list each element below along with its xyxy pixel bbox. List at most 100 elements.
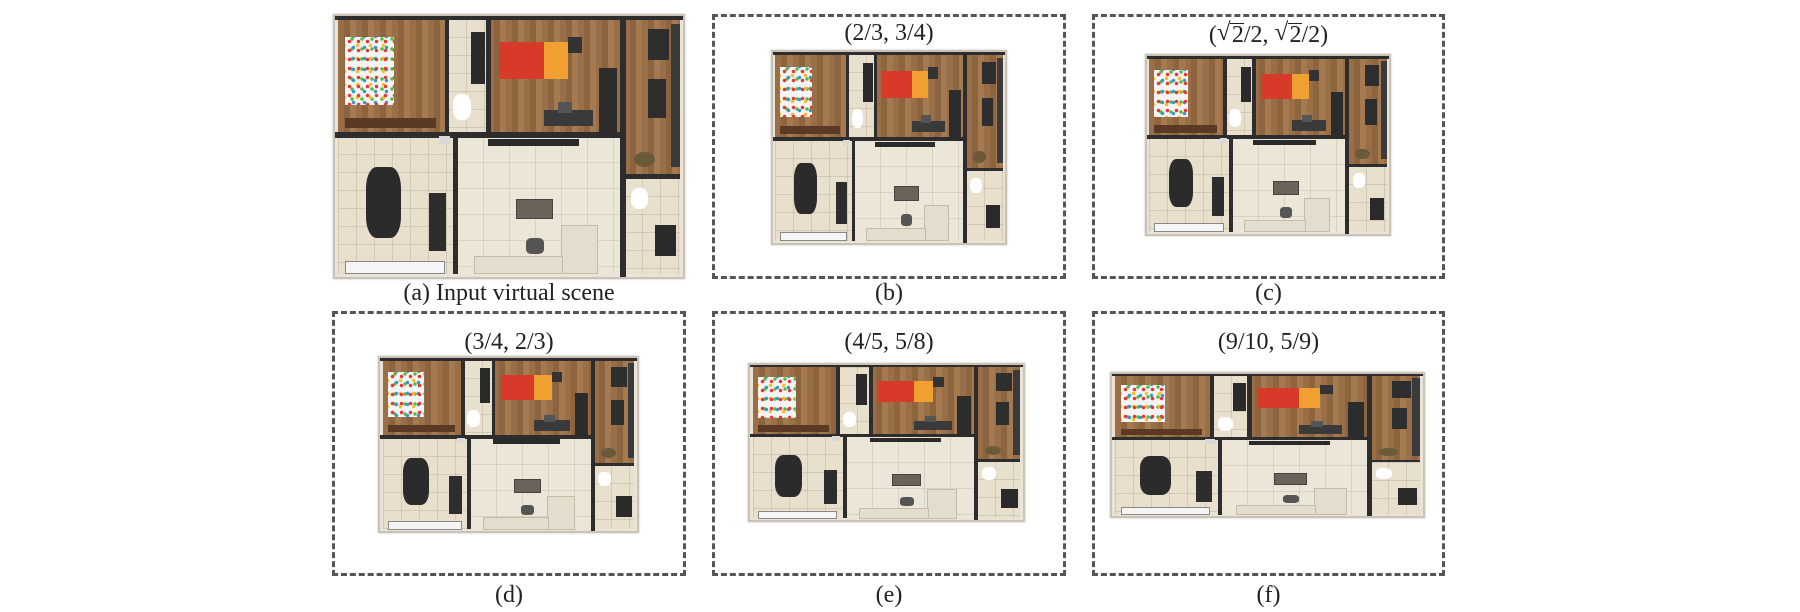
cabinet-icon bbox=[863, 63, 873, 102]
kitchen-cabinet-icon bbox=[345, 261, 445, 274]
sofa-icon bbox=[859, 507, 930, 519]
wall bbox=[773, 136, 964, 142]
bed-pillow-icon bbox=[913, 380, 933, 403]
coffee-table-icon bbox=[1272, 180, 1300, 196]
ratio-label-c: (2/2, 2/2) bbox=[1092, 20, 1445, 48]
toilet-icon bbox=[598, 472, 612, 486]
wall bbox=[1380, 61, 1387, 160]
coffee-table-icon bbox=[893, 185, 919, 202]
wall bbox=[623, 173, 680, 179]
toilet-icon bbox=[1217, 416, 1234, 431]
kitchen-counter-icon bbox=[449, 475, 463, 514]
nightstand-icon bbox=[552, 371, 563, 383]
sofa-icon bbox=[1236, 504, 1317, 516]
wall bbox=[1112, 437, 1368, 441]
dresser-icon bbox=[1154, 125, 1218, 133]
wall bbox=[851, 139, 856, 242]
caption-b: (b) bbox=[875, 280, 903, 306]
chair-icon bbox=[921, 115, 931, 123]
ratio-mid: /2, bbox=[1243, 22, 1275, 48]
desk-icon bbox=[1298, 425, 1343, 434]
dining-table-icon bbox=[1139, 456, 1172, 495]
kitchen-counter-icon bbox=[835, 181, 848, 224]
kitchen-counter-icon bbox=[428, 193, 447, 251]
wall bbox=[1247, 374, 1252, 438]
chair-icon bbox=[1311, 420, 1324, 427]
shelf-icon bbox=[648, 78, 666, 118]
ratio-rad2: 2 bbox=[1289, 22, 1302, 48]
nightstand-icon bbox=[568, 36, 583, 53]
sqrt-symbol: 2 bbox=[1217, 20, 1244, 48]
dashed-frame-b bbox=[712, 14, 1066, 279]
cabinet-icon bbox=[856, 374, 868, 406]
chair-icon bbox=[544, 415, 555, 422]
floorplan-a bbox=[333, 14, 685, 279]
wall bbox=[873, 52, 878, 138]
wall bbox=[628, 363, 635, 459]
sofa-icon bbox=[865, 227, 926, 242]
wall bbox=[590, 358, 595, 531]
wall bbox=[1370, 459, 1420, 463]
bed-pillow-icon bbox=[543, 42, 569, 79]
dashed-frame-c bbox=[1092, 14, 1445, 279]
shelf-icon bbox=[1391, 381, 1411, 399]
wardrobe-icon bbox=[599, 68, 617, 134]
shelf-icon bbox=[1364, 64, 1380, 87]
dining-table-icon bbox=[366, 167, 402, 238]
toilet-icon bbox=[982, 467, 996, 480]
armchair-icon bbox=[521, 505, 535, 516]
wardrobe-icon bbox=[949, 90, 961, 138]
floorplan-e bbox=[748, 363, 1025, 522]
shelf-icon bbox=[981, 61, 996, 85]
wall bbox=[1367, 374, 1372, 516]
dashed-frame-f bbox=[1092, 311, 1445, 576]
dresser-icon bbox=[758, 425, 830, 432]
toilet-icon bbox=[1229, 109, 1242, 128]
caption-a: (a) Input virtual scene bbox=[403, 280, 615, 306]
wall bbox=[831, 436, 841, 441]
sofa-icon bbox=[547, 496, 575, 530]
toilet-icon bbox=[842, 411, 857, 427]
shelf-icon bbox=[611, 366, 627, 388]
plant-icon bbox=[1355, 148, 1370, 160]
wall bbox=[996, 57, 1003, 163]
dresser-icon bbox=[345, 117, 436, 129]
ratio-label-b: (2/3, 3/4) bbox=[844, 20, 934, 46]
kitchen-cabinet-icon bbox=[1121, 507, 1211, 516]
wall bbox=[1147, 135, 1346, 140]
wall bbox=[460, 358, 465, 436]
shelf-icon bbox=[995, 372, 1013, 392]
sink-cabinet-icon bbox=[1398, 487, 1417, 505]
wall bbox=[842, 436, 847, 519]
wall bbox=[750, 433, 974, 438]
chair-icon bbox=[557, 102, 572, 113]
wall bbox=[486, 16, 492, 134]
wall bbox=[467, 437, 471, 530]
wall bbox=[453, 136, 459, 275]
shelf-icon bbox=[611, 399, 625, 426]
sofa-icon bbox=[927, 489, 957, 519]
armchair-icon bbox=[1280, 207, 1293, 218]
wall bbox=[842, 139, 850, 146]
dashed-frame-e bbox=[712, 311, 1066, 576]
cabinet-icon bbox=[1241, 66, 1252, 103]
wall bbox=[1252, 56, 1256, 137]
caption-c: (c) bbox=[1255, 280, 1282, 306]
wall bbox=[1347, 163, 1387, 167]
wall bbox=[1219, 137, 1227, 144]
sink-cabinet-icon bbox=[1001, 489, 1018, 508]
wall bbox=[846, 52, 850, 138]
sofa-icon bbox=[923, 204, 949, 242]
dining-table-icon bbox=[1168, 159, 1193, 208]
sofa-icon bbox=[1314, 487, 1348, 516]
wall bbox=[620, 16, 626, 277]
chair-icon bbox=[1301, 114, 1312, 122]
ratio-label-d: (3/4, 2/3) bbox=[464, 329, 554, 355]
wall bbox=[1345, 56, 1350, 234]
wardrobe-icon bbox=[1348, 402, 1364, 438]
floorplan-b bbox=[771, 50, 1007, 245]
wall bbox=[1412, 378, 1420, 457]
sink-cabinet-icon bbox=[1369, 198, 1385, 220]
kitchen-cabinet-icon bbox=[1154, 223, 1224, 233]
armchair-icon bbox=[526, 237, 544, 254]
